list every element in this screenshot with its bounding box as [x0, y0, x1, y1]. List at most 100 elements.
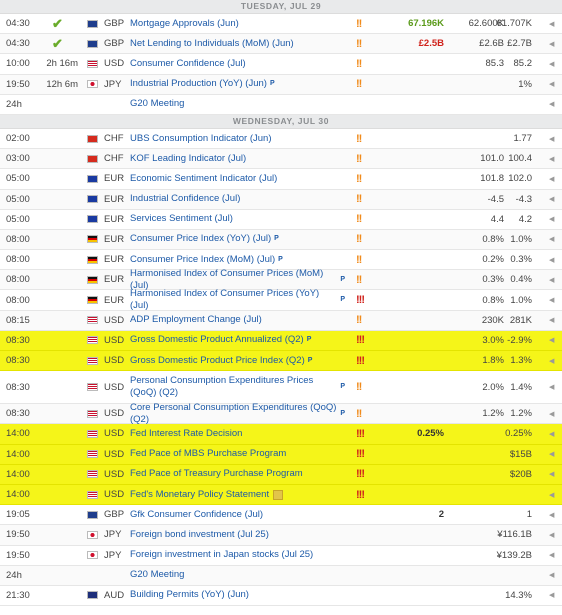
event-name[interactable]: Personal Consumption Expenditures Prices… — [130, 375, 314, 399]
event-name[interactable]: Gfk Consumer Confidence (Jul) — [130, 508, 264, 520]
event-name[interactable]: Gross Domestic Product Price Index (Q2) — [130, 354, 305, 366]
expand-arrow-icon[interactable]: ◀ — [549, 572, 555, 580]
event-name[interactable]: Consumer Price Index (YoY) (Jul) — [130, 233, 272, 245]
expand-arrow-icon[interactable]: ◀ — [549, 491, 555, 499]
event-name[interactable]: Industrial Confidence (Jul) — [130, 193, 241, 205]
event-name-link[interactable]: KOF Leading Indicator (Jul) — [130, 149, 345, 168]
statement-doc-icon[interactable] — [273, 489, 284, 500]
expand-arrow-icon[interactable]: ◀ — [549, 552, 555, 560]
event-row[interactable]: 19:50 JPY Foreign bond investment (Jul 25)… — [0, 525, 562, 546]
event-row[interactable]: 14:00 USD Fed Pace of Treasury Purchase Pr… — [0, 464, 562, 485]
event-row[interactable]: 03:00 CHF KOF Leading Indicator (Jul)!! 101… — [0, 149, 562, 170]
event-row[interactable]: 04:30 ✔ GBP Mortgage Approvals (Jun)!! 67.19… — [0, 14, 562, 35]
expand-arrow-icon[interactable]: ◀ — [549, 101, 555, 109]
event-name-link[interactable]: Industrial Production (YoY) (Jun) P — [130, 75, 345, 94]
expand-arrow-icon[interactable]: ◀ — [549, 40, 555, 48]
event-row[interactable]: 08:00 EUR Harmonised Index of Consumer Pri… — [0, 288, 562, 312]
event-row[interactable]: 10:00 2h 16m USD Consumer Confidence (Jul)!… — [0, 54, 562, 75]
event-name-link[interactable]: Harmonised Index of Consumer Prices (YoY… — [130, 288, 345, 312]
expand-arrow-icon[interactable]: ◀ — [549, 357, 555, 365]
event-name[interactable]: Fed's Monetary Policy Statement — [130, 488, 270, 500]
event-row[interactable]: 08:00 EUR Harmonised Index of Consumer Pri… — [0, 267, 562, 291]
expand-arrow-icon[interactable]: ◀ — [549, 337, 555, 345]
event-row[interactable]: 08:30 USD Gross Domestic Product Annualize… — [0, 330, 562, 351]
event-name[interactable]: Net Lending to Individuals (MoM) (Jun) — [130, 37, 294, 49]
event-name[interactable]: UBS Consumption Indicator (Jun) — [130, 132, 272, 144]
expand-arrow-icon[interactable]: ◀ — [549, 410, 555, 418]
event-name-link[interactable]: Personal Consumption Expenditures Prices… — [130, 371, 345, 403]
expand-arrow-icon[interactable]: ◀ — [549, 430, 555, 438]
event-row[interactable]: 05:00 EUR Services Sentiment (Jul)!! 4.4 4.2… — [0, 209, 562, 230]
event-name[interactable]: Building Permits (YoY) (Jun) — [130, 589, 249, 601]
event-name-link[interactable]: G20 Meeting — [130, 566, 345, 585]
event-name-link[interactable]: Economic Sentiment Indicator (Jul) — [130, 169, 345, 188]
expand-arrow-icon[interactable]: ◀ — [549, 60, 555, 68]
event-row[interactable]: 08:15 USD ADP Employment Change (Jul)!! 230… — [0, 310, 562, 331]
event-name[interactable]: Consumer Price Index (MoM) (Jul) — [130, 253, 276, 265]
event-name[interactable]: ADP Employment Change (Jul) — [130, 314, 262, 326]
event-name-link[interactable]: Core Personal Consumption Expenditures (… — [130, 401, 345, 425]
event-name-link[interactable]: Foreign investment in Japan stocks (Jul … — [130, 546, 345, 565]
expand-arrow-icon[interactable]: ◀ — [549, 20, 555, 28]
event-name[interactable]: Fed Interest Rate Decision — [130, 427, 243, 439]
event-name-link[interactable]: Fed's Monetary Policy Statement — [130, 485, 345, 504]
event-name-link[interactable]: Fed Pace of Treasury Purchase Program — [130, 465, 345, 484]
expand-arrow-icon[interactable]: ◀ — [549, 384, 555, 392]
expand-arrow-icon[interactable]: ◀ — [549, 236, 555, 244]
event-name-link[interactable]: Consumer Confidence (Jul) — [130, 54, 345, 73]
event-name-link[interactable]: Net Lending to Individuals (MoM) (Jun) — [130, 34, 345, 53]
event-name[interactable]: Consumer Confidence (Jul) — [130, 57, 246, 69]
event-row[interactable]: 05:00 EUR Industrial Confidence (Jul)!! -4.… — [0, 189, 562, 210]
event-name-link[interactable]: ADP Employment Change (Jul) — [130, 311, 345, 330]
event-row[interactable]: 02:00 CHF UBS Consumption Indicator (Jun)!… — [0, 128, 562, 150]
event-name-link[interactable]: Fed Interest Rate Decision — [130, 424, 345, 443]
event-name[interactable]: Gross Domestic Product Annualized (Q2) — [130, 334, 304, 346]
event-name[interactable]: Industrial Production (YoY) (Jun) — [130, 78, 267, 90]
expand-arrow-icon[interactable]: ◀ — [549, 135, 555, 143]
event-row[interactable]: 08:30 USD Personal Consumption Expenditure… — [0, 371, 562, 405]
expand-arrow-icon[interactable]: ◀ — [549, 511, 555, 519]
event-row[interactable]: 08:30 USD Core Personal Consumption Expend… — [0, 401, 562, 425]
expand-arrow-icon[interactable]: ◀ — [549, 256, 555, 264]
event-row[interactable]: 08:00 EUR Consumer Price Index (MoM) (Jul)… — [0, 250, 562, 271]
event-name-link[interactable]: G20 Meeting — [130, 95, 345, 114]
expand-arrow-icon[interactable]: ◀ — [549, 216, 555, 224]
expand-arrow-icon[interactable]: ◀ — [549, 196, 555, 204]
event-row[interactable]: 08:30 USD Gross Domestic Product Price Ind… — [0, 351, 562, 372]
event-name[interactable]: G20 Meeting — [130, 98, 185, 110]
expand-arrow-icon[interactable]: ◀ — [549, 317, 555, 325]
event-name[interactable]: Fed Pace of Treasury Purchase Program — [130, 468, 303, 480]
event-row[interactable]: 19:50 JPY Foreign investment in Japan stoc… — [0, 545, 562, 566]
event-name-link[interactable]: Mortgage Approvals (Jun) — [130, 14, 345, 33]
event-row[interactable]: 04:30 ✔ GBP Net Lending to Individuals (MoM… — [0, 34, 562, 55]
event-name-link[interactable]: Harmonised Index of Consumer Prices (MoM… — [130, 267, 345, 291]
event-name-link[interactable]: Gross Domestic Product Price Index (Q2) P — [130, 351, 345, 370]
event-name[interactable]: Mortgage Approvals (Jun) — [130, 17, 239, 29]
event-name[interactable]: Harmonised Index of Consumer Prices (YoY… — [130, 288, 320, 312]
event-name[interactable]: Services Sentiment (Jul) — [130, 213, 233, 225]
event-name-link[interactable]: Gross Domestic Product Annualized (Q2) P — [130, 331, 345, 350]
event-name[interactable]: Economic Sentiment Indicator (Jul) — [130, 172, 278, 184]
event-row[interactable]: 19:50 12h 6m JPY Industrial Production (YoY… — [0, 74, 562, 95]
expand-arrow-icon[interactable]: ◀ — [549, 175, 555, 183]
expand-arrow-icon[interactable]: ◀ — [549, 81, 555, 89]
event-name-link[interactable]: Industrial Confidence (Jul) — [130, 190, 345, 209]
event-row[interactable]: 24h G20 Meeting ◀ — [0, 565, 562, 586]
event-name[interactable]: Harmonised Index of Consumer Prices (MoM… — [130, 267, 324, 291]
event-name-link[interactable]: Consumer Price Index (MoM) (Jul) P — [130, 250, 345, 269]
event-name[interactable]: Core Personal Consumption Expenditures (… — [130, 401, 337, 425]
event-row[interactable]: 24h G20 Meeting ◀ — [0, 94, 562, 115]
event-name[interactable]: KOF Leading Indicator (Jul) — [130, 152, 247, 164]
event-row[interactable]: 19:05 GBP Gfk Consumer Confidence (Jul) 2 1 ◀ — [0, 505, 562, 526]
event-name-link[interactable]: Building Permits (YoY) (Jun) — [130, 586, 345, 605]
event-name-link[interactable]: Services Sentiment (Jul) — [130, 210, 345, 229]
event-row[interactable]: 14:00 USD Fed Interest Rate Decision!!! 0.2… — [0, 424, 562, 445]
expand-arrow-icon[interactable]: ◀ — [549, 297, 555, 305]
expand-arrow-icon[interactable]: ◀ — [549, 451, 555, 459]
event-name-link[interactable]: UBS Consumption Indicator (Jun) — [130, 129, 345, 148]
event-name-link[interactable]: Fed Pace of MBS Purchase Program — [130, 445, 345, 464]
expand-arrow-icon[interactable]: ◀ — [549, 531, 555, 539]
expand-arrow-icon[interactable]: ◀ — [549, 155, 555, 163]
event-name-link[interactable]: Consumer Price Index (YoY) (Jul) P — [130, 230, 345, 249]
expand-arrow-icon[interactable]: ◀ — [549, 592, 555, 600]
